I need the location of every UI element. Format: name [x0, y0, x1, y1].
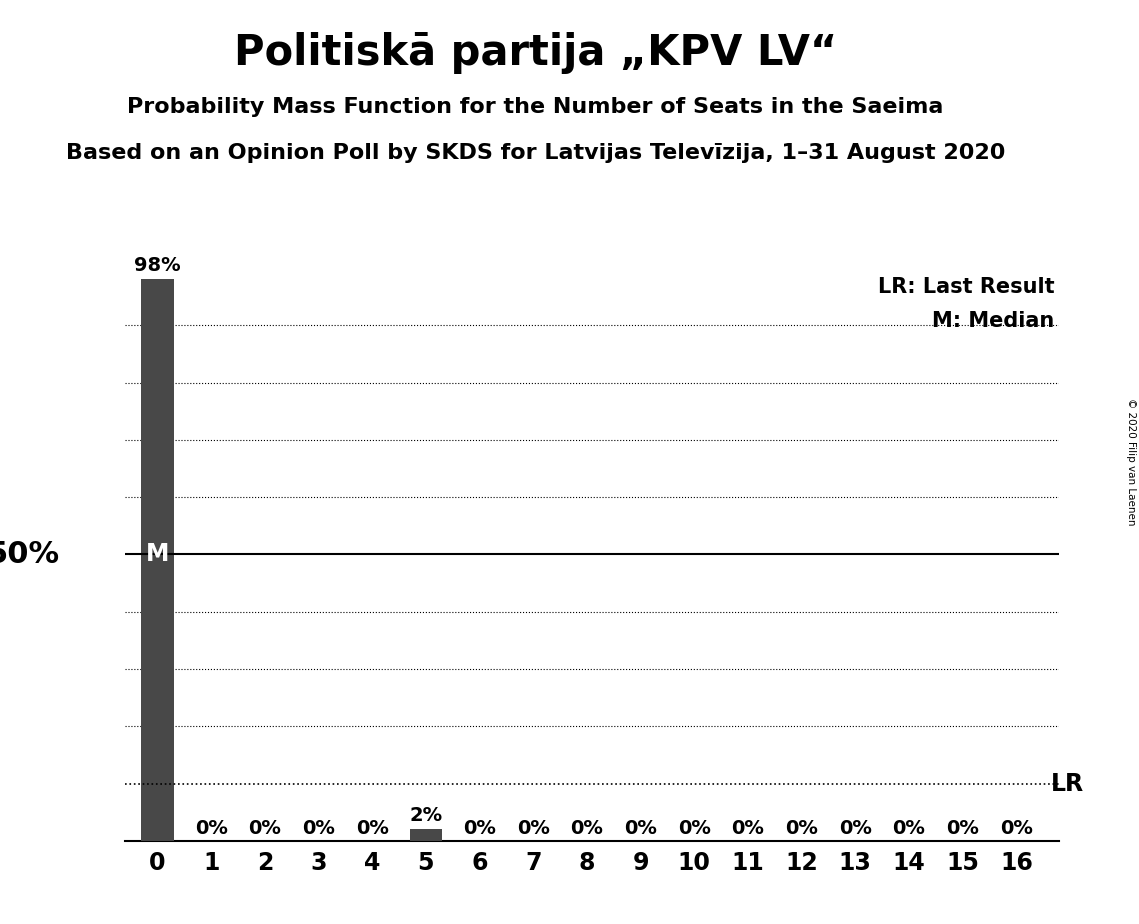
Text: 0%: 0%	[838, 819, 871, 838]
Text: 0%: 0%	[464, 819, 495, 838]
Text: LR: LR	[1051, 772, 1084, 796]
Text: 0%: 0%	[893, 819, 925, 838]
Text: 0%: 0%	[517, 819, 550, 838]
Text: 0%: 0%	[302, 819, 335, 838]
Text: 0%: 0%	[355, 819, 388, 838]
Text: 2%: 2%	[409, 806, 442, 825]
Text: Politiskā partija „KPV LV“: Politiskā partija „KPV LV“	[233, 32, 837, 74]
Bar	[141, 279, 173, 841]
Text: 0%: 0%	[195, 819, 228, 838]
Text: 50%: 50%	[0, 540, 60, 569]
Text: 0%: 0%	[248, 819, 281, 838]
Text: 0%: 0%	[785, 819, 818, 838]
Text: Probability Mass Function for the Number of Seats in the Saeima: Probability Mass Function for the Number…	[128, 97, 943, 117]
Text: 0%: 0%	[731, 819, 764, 838]
Text: M: M	[146, 542, 170, 566]
Text: 0%: 0%	[571, 819, 604, 838]
Text: 0%: 0%	[947, 819, 980, 838]
Text: © 2020 Filip van Laenen: © 2020 Filip van Laenen	[1126, 398, 1136, 526]
Text: LR: Last Result: LR: Last Result	[878, 276, 1055, 297]
Text: 98%: 98%	[134, 256, 181, 274]
Text: 0%: 0%	[1000, 819, 1033, 838]
Text: Based on an Opinion Poll by SKDS for Latvijas Televīzija, 1–31 August 2020: Based on an Opinion Poll by SKDS for Lat…	[66, 143, 1005, 164]
Text: 0%: 0%	[678, 819, 711, 838]
Text: 0%: 0%	[624, 819, 657, 838]
Text: M: Median: M: Median	[933, 310, 1055, 331]
Bar	[410, 830, 442, 841]
